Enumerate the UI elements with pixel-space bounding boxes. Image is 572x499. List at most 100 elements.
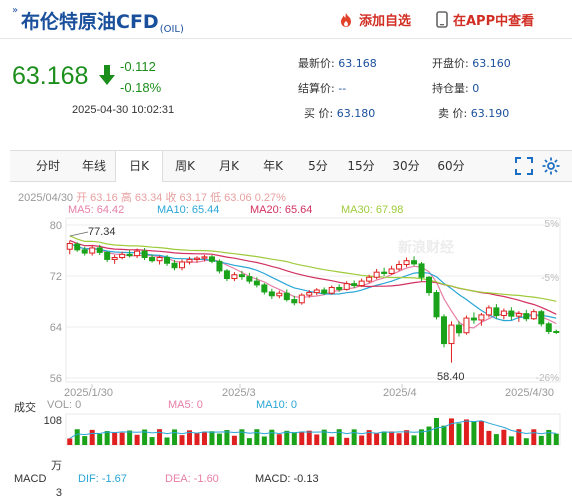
candle-body (464, 318, 469, 333)
x-axis-label: 2025/3 (222, 387, 256, 399)
volume-bar (247, 438, 252, 445)
ohlc-pct: 0.27% (255, 192, 286, 204)
volume-bar (75, 429, 80, 445)
volume-bar (501, 430, 506, 445)
volume-bar (486, 431, 491, 445)
volume-bar (224, 430, 229, 445)
volume-bar (404, 430, 409, 445)
volume-bar (494, 434, 499, 445)
candle-body (97, 248, 102, 252)
ma20-legend: MA20: 65.64 (250, 204, 312, 216)
candle-body (419, 264, 424, 277)
add-watchlist-label: 添加自选 (359, 10, 411, 29)
candle-body (359, 281, 364, 285)
tab-15min[interactable]: 15分 (344, 151, 378, 181)
candle-body (509, 311, 514, 316)
instrument-name: 布伦特原油CFD (21, 11, 159, 33)
candle-body (389, 269, 394, 273)
candle-body (352, 284, 357, 286)
stat-settle-label: 结算价: (298, 82, 335, 95)
volume-bar (471, 421, 476, 445)
candle-body (434, 293, 439, 317)
price-panel-frame (66, 218, 560, 382)
candle-body (75, 244, 80, 250)
candle-body (479, 315, 484, 320)
tab-daily-k[interactable]: 日K (115, 151, 163, 182)
candle-body (486, 308, 491, 315)
volume-panel-label: 成交 (14, 399, 36, 415)
candle-body (187, 259, 192, 262)
volume-bar (90, 430, 95, 445)
candle-body (412, 261, 417, 264)
volume-bar (165, 437, 170, 445)
expand-chevrons-icon[interactable]: » (12, 6, 18, 16)
volume-bar (464, 419, 469, 445)
candle-body (180, 262, 185, 268)
candle-body (224, 271, 229, 279)
pct-tick-label: -26% (536, 373, 559, 384)
candle-body (546, 324, 551, 332)
volume-bar (202, 432, 207, 445)
candle-body (374, 272, 379, 277)
volume-bar (180, 435, 185, 445)
tab-weekly-k[interactable]: 周K (168, 151, 202, 181)
pct-tick-label: 5% (545, 219, 560, 230)
stat-last-label: 最新价: (298, 57, 335, 70)
volume-axis-unit: 万 (51, 460, 62, 472)
ohlc-high: 高 63.34 (121, 192, 163, 204)
volume-ma5-legend: MA5: 0 (168, 399, 203, 411)
tab-yearly-k[interactable]: 年K (256, 151, 290, 181)
candle-body (217, 261, 222, 271)
volume-bar (434, 418, 439, 445)
candle-body (127, 254, 132, 255)
x-axis-label: 2025/4 (383, 387, 417, 399)
tab-30min[interactable]: 30分 (389, 151, 423, 181)
stat-oi-label: 持仓量: (432, 82, 469, 95)
settings-gear-icon[interactable] (541, 156, 561, 176)
volume-bar (262, 436, 267, 445)
ohlc-open: 开 63.16 (76, 192, 118, 204)
volume-bar (344, 438, 349, 445)
price-change-percent: -0.18% (120, 80, 161, 95)
volume-bar (150, 437, 155, 445)
y-tick-label: 64 (50, 322, 62, 334)
tab-timeshare[interactable]: 分时 (30, 151, 66, 181)
tab-5min[interactable]: 5分 (303, 151, 333, 181)
pct-tick-label: -5% (541, 273, 559, 284)
candle-body (202, 257, 207, 258)
fullscreen-icon[interactable] (515, 157, 533, 175)
open-in-app-button[interactable]: 在APP中查看 (436, 10, 534, 29)
macd-dif-legend: DIF: -1.67 (78, 473, 127, 485)
add-watchlist-button[interactable]: 添加自选 (338, 10, 411, 29)
volume-bar (456, 423, 461, 445)
candle-body (142, 251, 147, 257)
volume-bar (374, 433, 379, 445)
volume-bar (412, 435, 417, 445)
candle-body (112, 258, 117, 260)
candle-body (449, 325, 454, 343)
volume-bar (359, 435, 364, 445)
candle-body (194, 258, 199, 259)
volume-legend: VOL: 0 (47, 399, 81, 411)
instrument-title: 布伦特原油CFD(OIL) (21, 7, 184, 35)
candle-body (247, 277, 252, 281)
tab-year-line[interactable]: 年线 (74, 151, 114, 181)
candle-body (329, 287, 334, 293)
tab-60min[interactable]: 60分 (434, 151, 468, 181)
tab-monthly-k[interactable]: 月K (212, 151, 246, 181)
y-tick-label: 56 (50, 373, 62, 385)
volume-ma10-legend: MA10: 0 (256, 399, 297, 411)
candle-body (456, 325, 461, 333)
volume-bar (120, 433, 125, 445)
volume-bar (142, 430, 147, 445)
stat-open-label: 开盘价: (432, 57, 469, 70)
ma5-legend: MA5: 64.42 (68, 204, 124, 216)
volume-bar (127, 430, 132, 445)
candle-body (82, 250, 87, 253)
candle-body (262, 285, 267, 292)
volume-bar (239, 429, 244, 445)
volume-bar (382, 431, 387, 445)
phone-icon (436, 11, 448, 28)
stat-open-interest: 持仓量: 0 (432, 80, 479, 96)
volume-bar (539, 436, 544, 445)
